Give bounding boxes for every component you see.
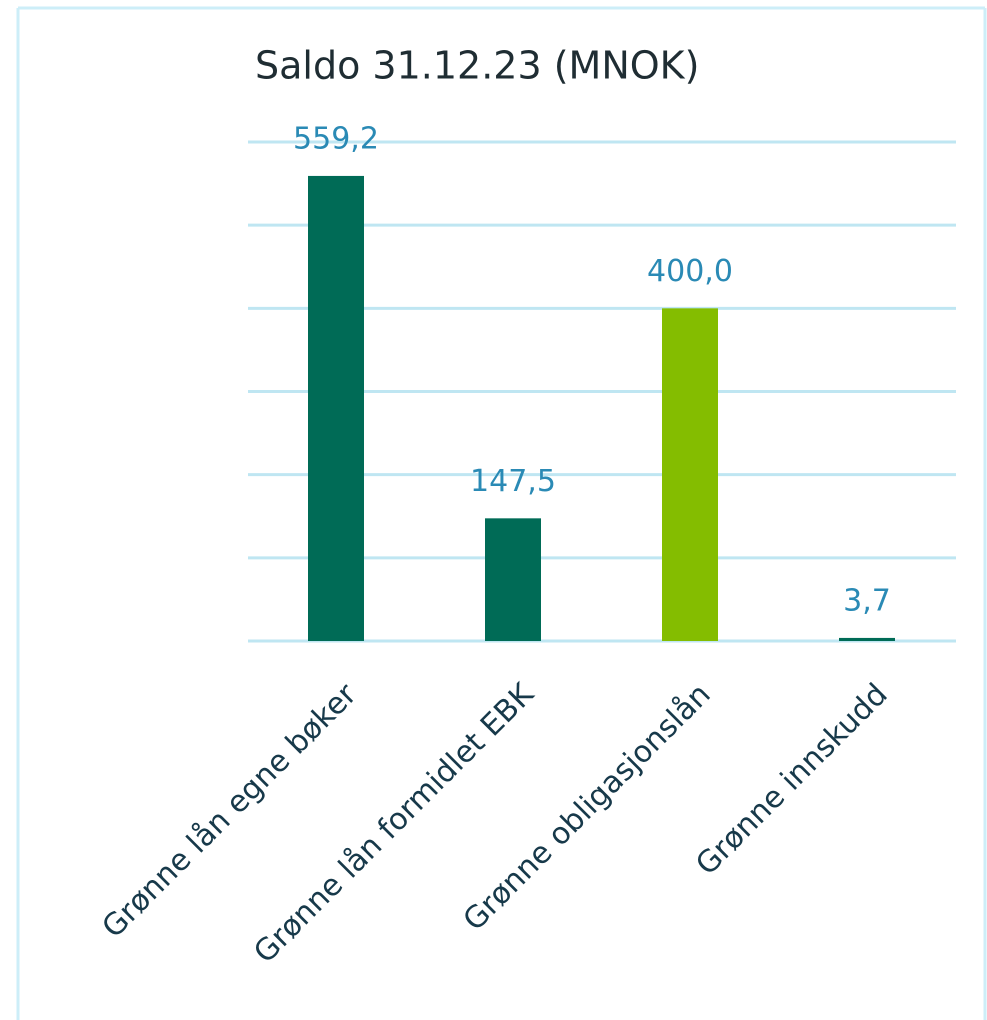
- bar: [308, 175, 364, 641]
- value-label: 559,2: [293, 121, 379, 156]
- chart-title: Saldo 31.12.23 (MNOK): [255, 44, 699, 88]
- bar: [662, 308, 718, 641]
- x-tick-label: Grønne lån formidlet EBK: [247, 676, 541, 970]
- bar: [839, 637, 895, 641]
- value-label: 3,7: [843, 583, 891, 618]
- bar: [485, 518, 541, 641]
- x-tick-label: Grønne innskudd: [689, 677, 894, 882]
- value-label: 400,0: [647, 254, 733, 289]
- value-label: 147,5: [470, 464, 556, 499]
